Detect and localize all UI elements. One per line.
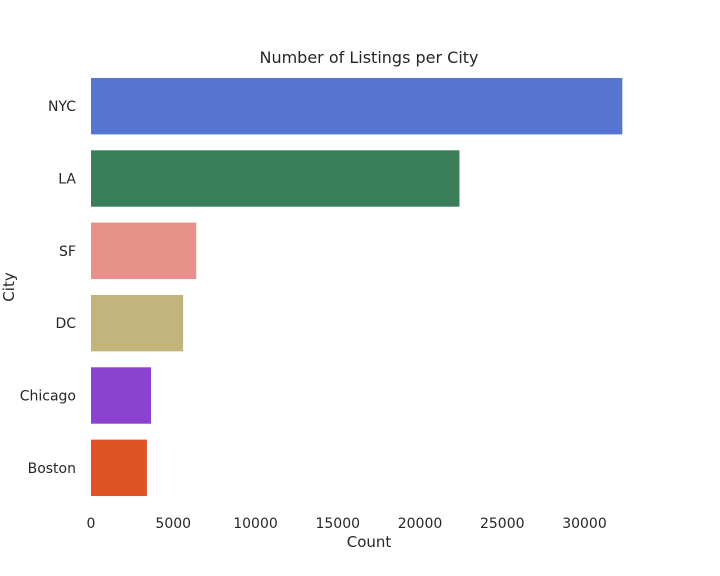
x-tick-label: 0 [87, 516, 96, 532]
y-tick-labels: NYC LA SF DC Chicago Boston [20, 99, 77, 477]
x-tick-label: 5000 [155, 516, 191, 532]
bars-group [91, 77, 623, 497]
y-tick-label-chicago: Chicago [20, 389, 76, 405]
y-axis-label: City [0, 272, 18, 302]
chart-title: Number of Listings per City [259, 48, 478, 67]
x-axis-label: Count [347, 533, 392, 551]
x-tick-labels: 0 5000 10000 15000 20000 25000 30000 [87, 516, 607, 532]
bar-dc [91, 294, 184, 352]
bar-boston [91, 439, 147, 497]
y-tick-label-dc: DC [55, 316, 76, 332]
bar-chicago [91, 367, 152, 424]
bar-sf [91, 222, 197, 280]
x-tick-label: 25000 [480, 516, 525, 532]
bar-la [91, 150, 460, 207]
y-tick-label-nyc: NYC [48, 99, 76, 115]
bar-nyc [91, 77, 623, 135]
x-tick-label: 20000 [398, 516, 443, 532]
y-tick-label-la: LA [58, 172, 76, 188]
y-tick-label-boston: Boston [28, 461, 76, 477]
x-tick-label: 30000 [562, 516, 607, 532]
y-tick-label-sf: SF [59, 244, 76, 260]
x-tick-label: 15000 [315, 516, 360, 532]
x-tick-label: 10000 [233, 516, 278, 532]
